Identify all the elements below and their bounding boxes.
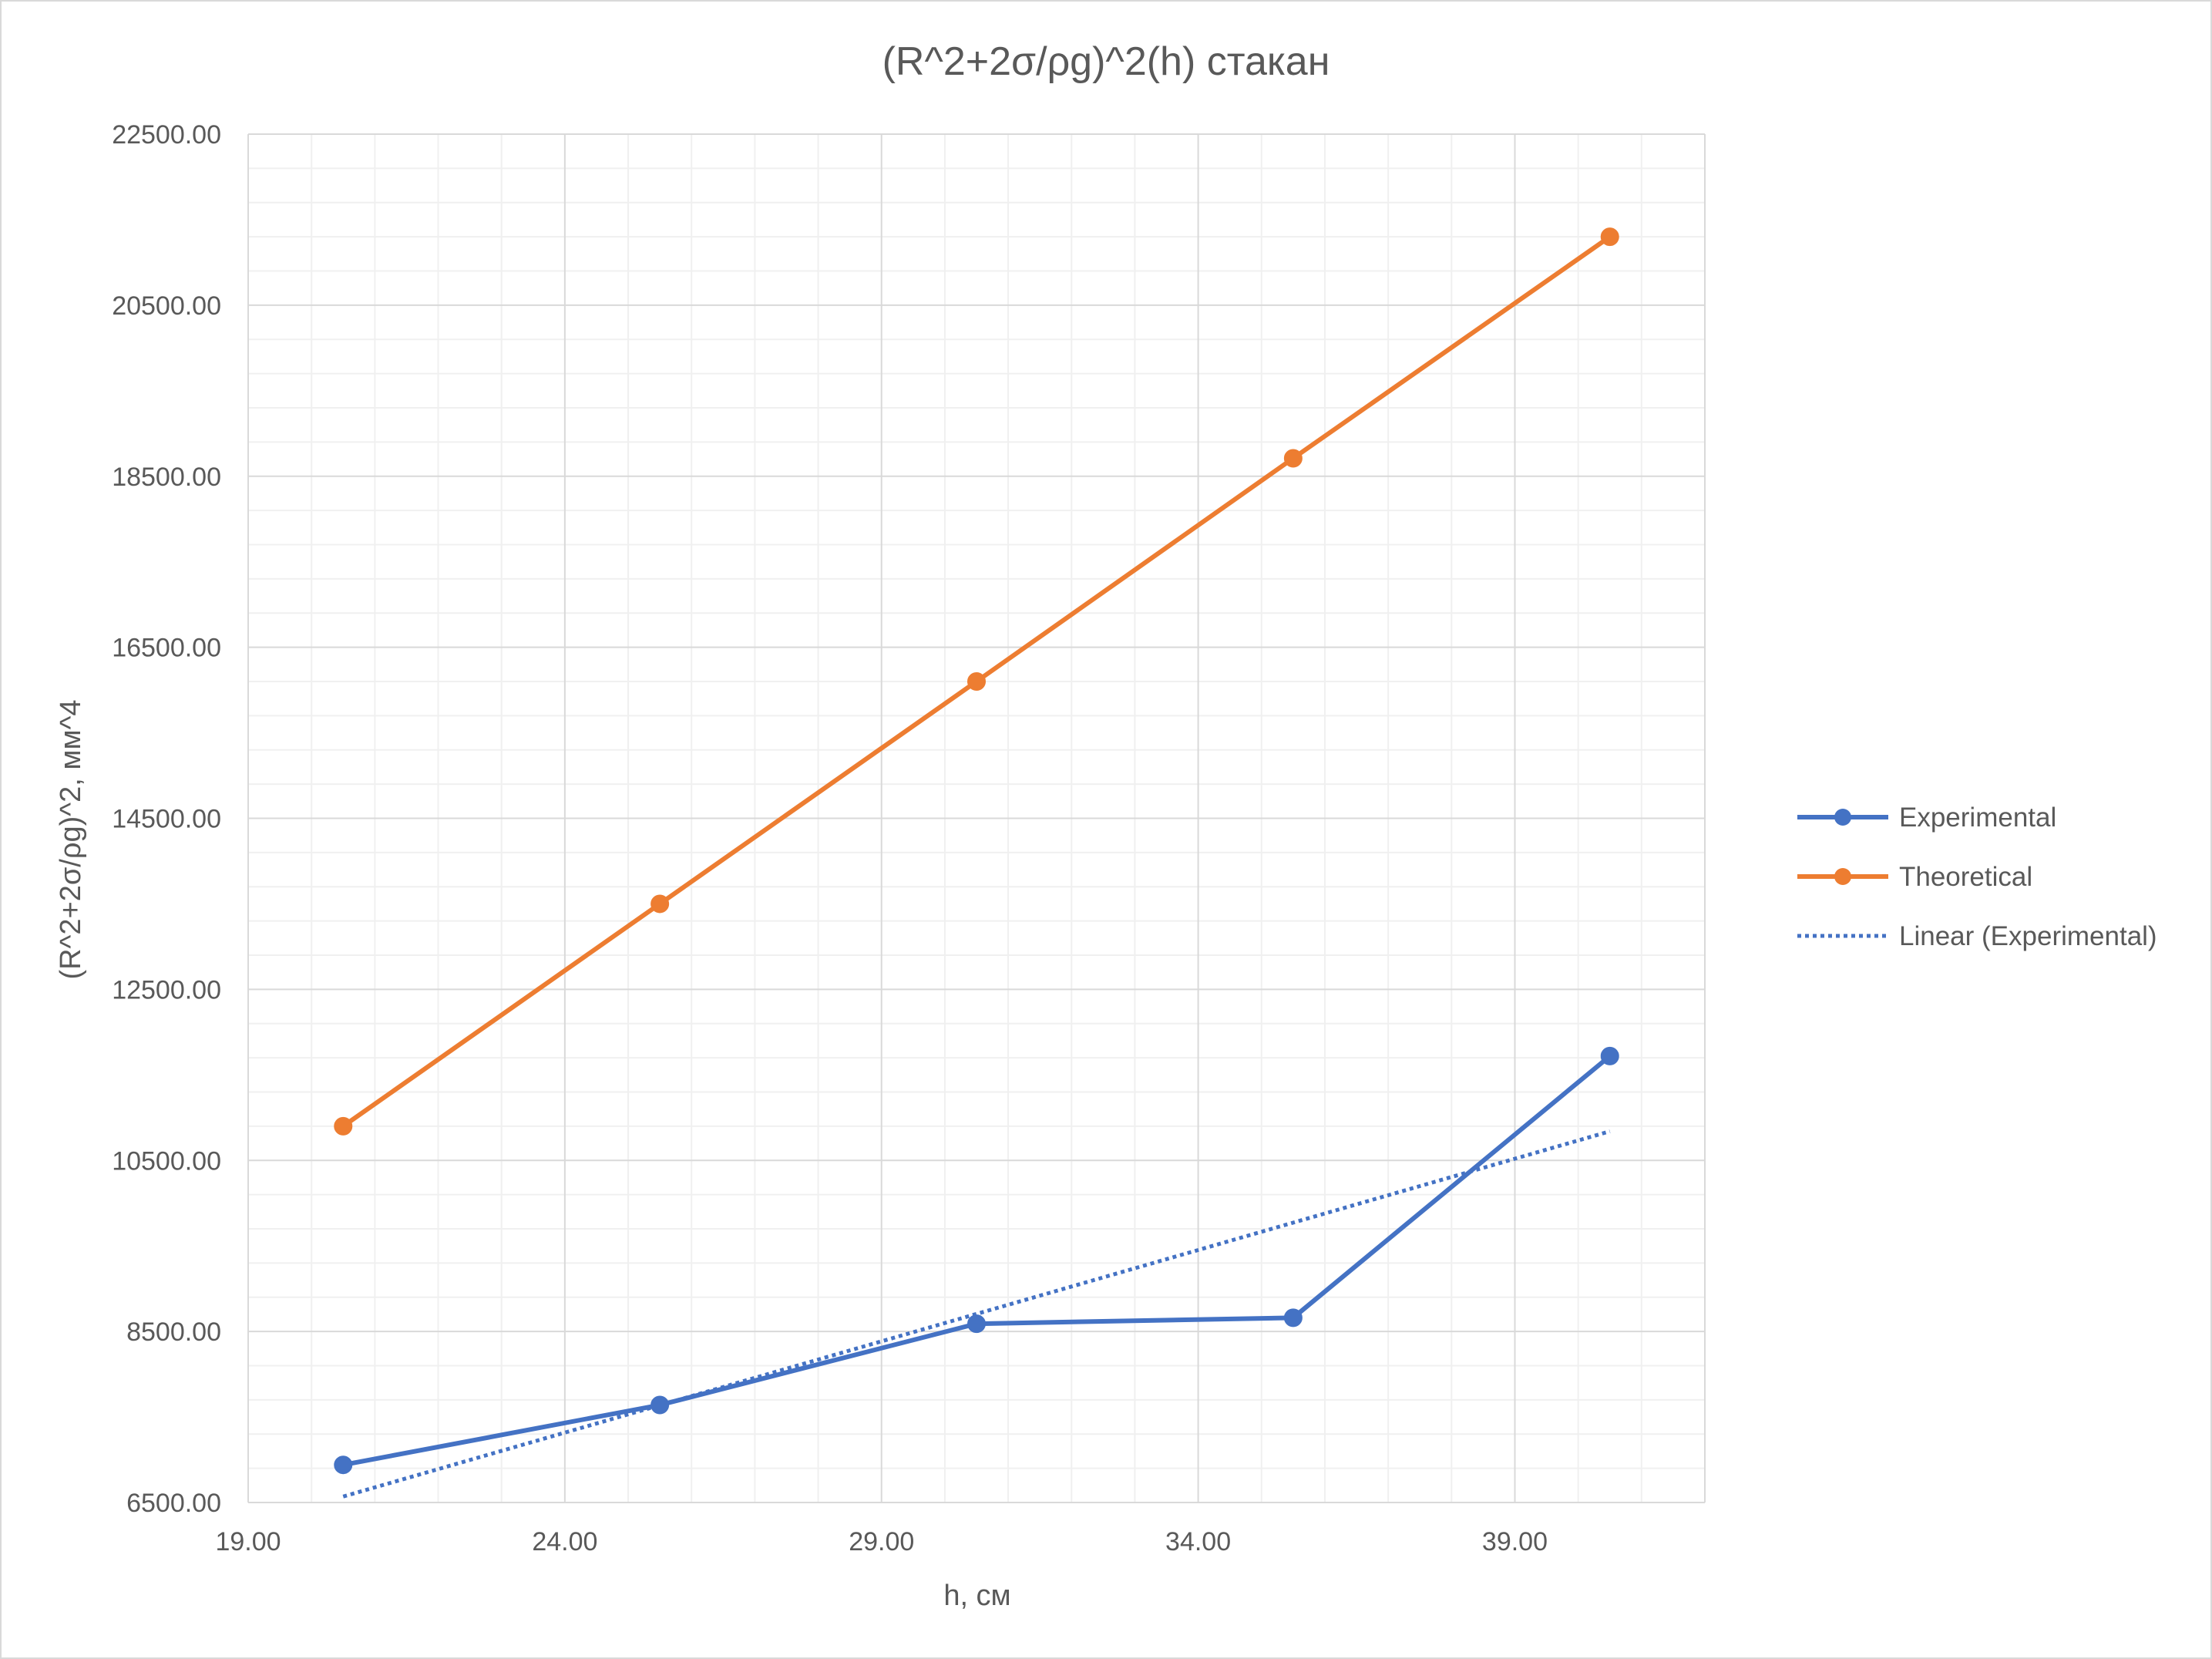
legend-label: Linear (Experimental) bbox=[1899, 921, 2157, 951]
y-tick-label: 10500.00 bbox=[112, 1146, 221, 1176]
x-axis-title: h, см bbox=[943, 1580, 1010, 1612]
legend-item-theoretical: Theoretical bbox=[1797, 862, 2032, 892]
experimental-data-point bbox=[1600, 1046, 1619, 1065]
legend-label: Experimental bbox=[1899, 803, 2056, 833]
theoretical-data-point bbox=[650, 894, 670, 914]
y-tick-label: 16500.00 bbox=[112, 634, 221, 663]
y-tick-label: 6500.00 bbox=[126, 1489, 221, 1518]
x-tick-label: 19.00 bbox=[215, 1527, 281, 1556]
y-tick-label: 8500.00 bbox=[126, 1317, 221, 1347]
x-axis-tick-labels: 19.00 24.00 29.00 34.00 39.00 bbox=[215, 1527, 1548, 1556]
y-axis-title: (R^2+2σ/ρg)^2, мм^4 bbox=[55, 699, 87, 979]
experimental-data-point bbox=[334, 1455, 353, 1475]
y-tick-label: 20500.00 bbox=[112, 291, 221, 321]
series-layer bbox=[334, 227, 1619, 1499]
legend-label: Theoretical bbox=[1899, 862, 2032, 892]
x-tick-label: 29.00 bbox=[849, 1527, 914, 1556]
y-tick-label: 12500.00 bbox=[112, 975, 221, 1004]
y-tick-label: 22500.00 bbox=[112, 120, 221, 150]
experimental-data-point bbox=[650, 1395, 670, 1415]
chart-title: (R^2+2σ/ρg)^2(h) стакан bbox=[882, 39, 1330, 84]
y-tick-label: 14500.00 bbox=[112, 805, 221, 834]
theoretical-data-point bbox=[1600, 227, 1619, 247]
legend-item-experimental: Experimental bbox=[1797, 803, 2056, 833]
y-tick-label: 18500.00 bbox=[112, 463, 221, 492]
legend-marker bbox=[1834, 809, 1851, 826]
theoretical-data-point bbox=[334, 1116, 353, 1136]
legend-item-linear-experimental: Linear (Experimental) bbox=[1797, 921, 2157, 951]
experimental-series-line bbox=[342, 1054, 1612, 1468]
experimental-data-point bbox=[967, 1314, 986, 1334]
legend-marker bbox=[1834, 868, 1851, 885]
x-tick-label: 34.00 bbox=[1165, 1527, 1231, 1556]
legend: Experimental Theoretical Linear (Experimen… bbox=[1797, 803, 2157, 951]
theoretical-data-point bbox=[1283, 449, 1303, 468]
y-axis-tick-labels: 6500.00 8500.00 10500.00 12500.00 14500.00 16… bbox=[112, 120, 221, 1518]
x-tick-label: 24.00 bbox=[532, 1527, 597, 1556]
x-tick-label: 39.00 bbox=[1482, 1527, 1548, 1556]
linear-experimental-series-line bbox=[342, 1129, 1611, 1499]
theoretical-data-point bbox=[967, 672, 986, 691]
major-gridlines bbox=[247, 133, 1706, 1503]
experimental-data-point bbox=[1283, 1308, 1303, 1328]
